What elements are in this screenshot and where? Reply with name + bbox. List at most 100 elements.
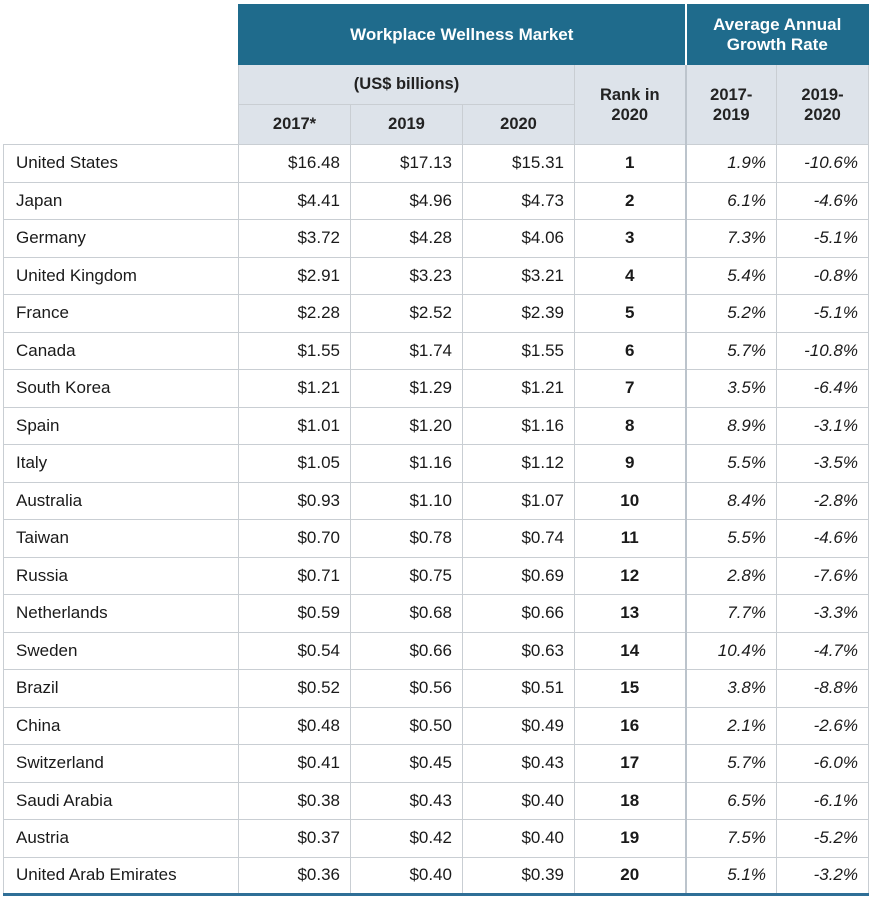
cell-value-2017: $16.48 [238,144,351,183]
cell-growth-2017-2019: 8.4% [684,481,777,520]
cell-value-2017: $0.59 [238,594,351,633]
cell-rank-2020: 17 [574,744,686,783]
cell-value-2017: $3.72 [238,219,351,258]
cell-value-2019: $2.52 [350,294,463,333]
cell-rank-2020: 20 [574,856,686,896]
cell-value-2019: $0.78 [350,519,463,558]
cell-value-2019: $17.13 [350,144,463,183]
cell-growth-2019-2020: -7.6% [776,556,869,595]
cell-growth-2019-2020: -3.1% [776,406,869,445]
cell-country: Netherlands [3,594,239,633]
market-title-header: Workplace Wellness Market [238,4,686,65]
cell-value-2017: $0.37 [238,819,351,858]
table-row: China $0.48 $0.50 $0.49 16 2.1% -2.6% [3,706,869,745]
growth-title-text: Average Annual Growth Rate [713,14,842,54]
cell-rank-2020: 5 [574,294,686,333]
cell-growth-2019-2020: -3.5% [776,444,869,483]
cell-rank-2020: 8 [574,406,686,445]
cell-value-2020: $0.43 [462,744,575,783]
table-row: Canada $1.55 $1.74 $1.55 6 5.7% -10.8% [3,331,869,370]
cell-value-2017: $0.41 [238,744,351,783]
growth-period-2-header: 2019-2020 [776,64,869,145]
cell-value-2017: $4.41 [238,181,351,220]
cell-country: France [3,294,239,333]
cell-growth-2019-2020: -3.2% [776,856,869,896]
cell-rank-2020: 1 [574,144,686,183]
cell-value-2020: $2.39 [462,294,575,333]
cell-rank-2020: 13 [574,594,686,633]
cell-value-2017: $2.28 [238,294,351,333]
cell-growth-2017-2019: 1.9% [684,144,777,183]
cell-value-2017: $0.36 [238,856,351,896]
cell-rank-2020: 11 [574,519,686,558]
cell-value-2020: $0.63 [462,631,575,670]
cell-value-2020: $0.40 [462,781,575,820]
cell-value-2017: $0.70 [238,519,351,558]
cell-growth-2019-2020: -6.0% [776,744,869,783]
cell-growth-2017-2019: 5.7% [684,331,777,370]
cell-growth-2019-2020: -2.8% [776,481,869,520]
cell-value-2020: $1.21 [462,369,575,408]
cell-rank-2020: 12 [574,556,686,595]
wellness-market-table: Workplace Wellness Market Average Annual… [3,4,869,896]
cell-growth-2017-2019: 8.9% [684,406,777,445]
cell-value-2020: $4.73 [462,181,575,220]
cell-country: Brazil [3,669,239,708]
cell-growth-2019-2020: -0.8% [776,256,869,295]
cell-growth-2017-2019: 5.7% [684,744,777,783]
table-row: United States $16.48 $17.13 $15.31 1 1.9% -10.… [3,144,869,183]
cell-country: United States [3,144,239,183]
table-row: Saudi Arabia $0.38 $0.43 $0.40 18 6.5% -6.1% [3,781,869,820]
table-row: United Arab Emirates $0.36 $0.40 $0.39 20 5.1… [3,856,869,896]
cell-value-2019: $1.10 [350,481,463,520]
cell-value-2017: $0.52 [238,669,351,708]
cell-rank-2020: 10 [574,481,686,520]
cell-value-2019: $0.42 [350,819,463,858]
growth-period-1-header: 2017-2019 [684,64,777,145]
cell-value-2017: $0.93 [238,481,351,520]
cell-value-2020: $1.07 [462,481,575,520]
growth-title-header: Average Annual Growth Rate [684,4,869,65]
cell-value-2017: $0.54 [238,631,351,670]
cell-growth-2019-2020: -5.1% [776,219,869,258]
cell-value-2017: $0.48 [238,706,351,745]
cell-rank-2020: 3 [574,219,686,258]
cell-value-2019: $0.40 [350,856,463,896]
cell-country: United Arab Emirates [3,856,239,896]
cell-value-2019: $0.68 [350,594,463,633]
cell-growth-2017-2019: 6.1% [684,181,777,220]
cell-growth-2019-2020: -8.8% [776,669,869,708]
cell-growth-2017-2019: 5.5% [684,444,777,483]
cell-value-2019: $0.75 [350,556,463,595]
cell-growth-2017-2019: 5.5% [684,519,777,558]
cell-value-2019: $0.66 [350,631,463,670]
table-row: Netherlands $0.59 $0.68 $0.66 13 7.7% -3.3% [3,594,869,633]
rank-header-text: Rank in 2020 [599,85,660,124]
cell-growth-2019-2020: -2.6% [776,706,869,745]
cell-value-2020: $0.51 [462,669,575,708]
cell-country: United Kingdom [3,256,239,295]
growth-period-1-text: 2017-2019 [710,85,753,124]
cell-value-2017: $1.55 [238,331,351,370]
cell-growth-2019-2020: -5.2% [776,819,869,858]
cell-growth-2019-2020: -6.1% [776,781,869,820]
cell-rank-2020: 4 [574,256,686,295]
cell-growth-2017-2019: 3.5% [684,369,777,408]
cell-value-2019: $0.43 [350,781,463,820]
table-row: Germany $3.72 $4.28 $4.06 3 7.3% -5.1% [3,219,869,258]
table-row: United Kingdom $2.91 $3.23 $3.21 4 5.4% -0.8% [3,256,869,295]
cell-growth-2017-2019: 2.8% [684,556,777,595]
cell-value-2019: $4.28 [350,219,463,258]
table-row: South Korea $1.21 $1.29 $1.21 7 3.5% -6.4% [3,369,869,408]
cell-growth-2019-2020: -10.8% [776,331,869,370]
cell-value-2020: $1.55 [462,331,575,370]
cell-value-2020: $3.21 [462,256,575,295]
cell-growth-2017-2019: 5.4% [684,256,777,295]
cell-value-2017: $1.21 [238,369,351,408]
year-2020-header: 2020 [462,104,575,145]
cell-growth-2017-2019: 6.5% [684,781,777,820]
cell-value-2020: $0.66 [462,594,575,633]
growth-period-2-text: 2019-2020 [801,85,844,124]
cell-growth-2017-2019: 7.7% [684,594,777,633]
cell-growth-2017-2019: 3.8% [684,669,777,708]
